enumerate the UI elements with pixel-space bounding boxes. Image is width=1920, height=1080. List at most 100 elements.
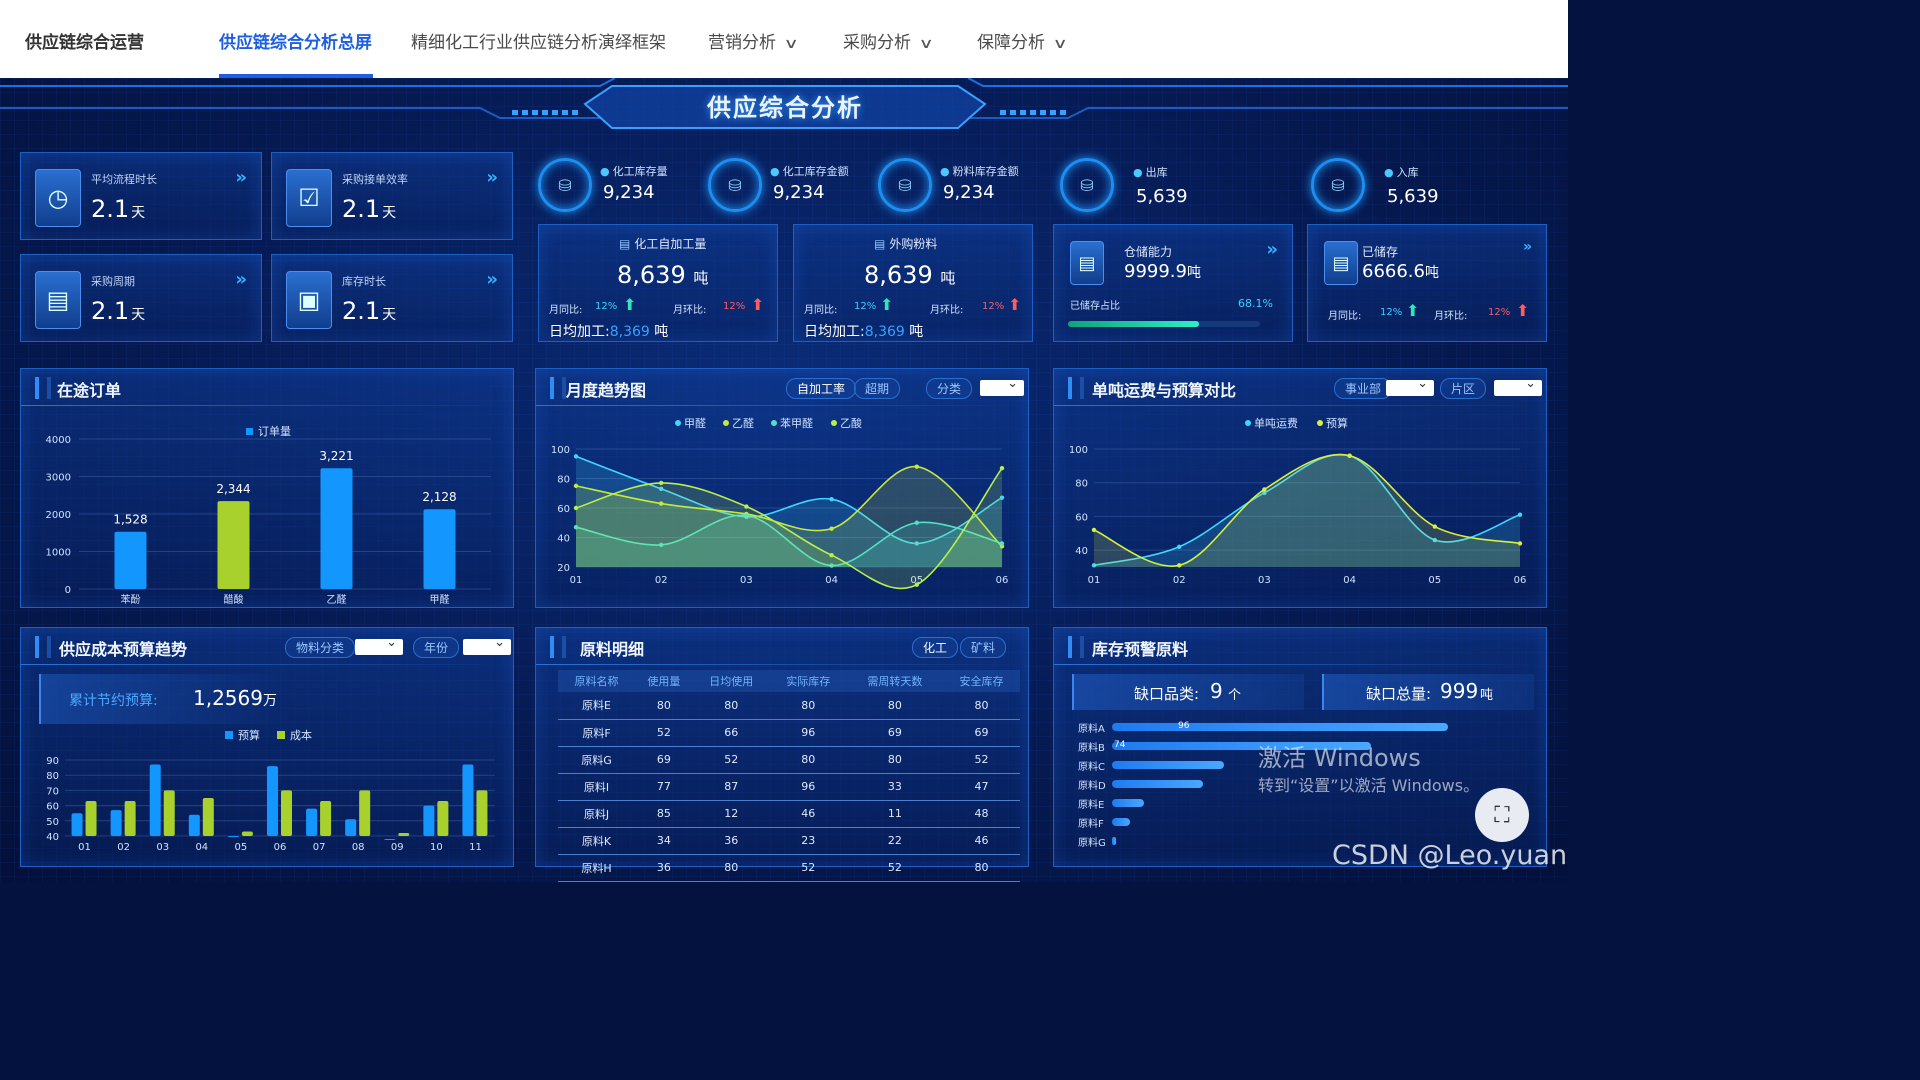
warning-bar-value: 74 (1114, 740, 1126, 750)
card-value: 8,639 吨 (864, 261, 955, 289)
stat-label-text: 出库 (1145, 166, 1168, 179)
toggle-mineral[interactable]: 矿料 (960, 637, 1007, 658)
kpi-unit: 天 (131, 205, 146, 221)
warning-bar[interactable]: 96 (1112, 721, 1448, 731)
table-row[interactable]: 原料I 77 87 96 33 47 (558, 773, 1020, 801)
orders-panel: 在途订单 订单量 0 1000 2000 3000 4000 1,528 苯酚 2,344 醋酸 3… (20, 368, 514, 608)
data-point (659, 486, 664, 492)
table-cell: 80 (769, 746, 847, 774)
double-chevron-right-icon[interactable]: » (235, 269, 247, 290)
stat-label-text: 化工库存金额 (782, 165, 849, 178)
material-class-select[interactable] (355, 635, 403, 655)
toggle-division[interactable]: 事业部 (1334, 378, 1393, 399)
table-row[interactable]: 原料F 52 66 96 69 69 (558, 719, 1020, 747)
table-cell: 80 (846, 746, 943, 774)
card-title: ▤ 外购粉料 (874, 235, 937, 252)
double-chevron-right-icon[interactable]: » (486, 269, 498, 290)
document-gear-icon: ▤ (1324, 241, 1358, 285)
toggle-year[interactable]: 年份 (413, 637, 460, 658)
section-divider (1054, 664, 1546, 665)
tab-overview[interactable]: 供应链综合分析总屏 (219, 33, 372, 53)
processing-card-purchased[interactable]: ▤ 外购粉料 8,639 吨 月同比: 12% ⬆ 月环比: 12% ⬆ 日均加工… (793, 224, 1033, 342)
table-row[interactable]: 原料G 69 52 80 80 52 (558, 746, 1020, 774)
y-tick-label: 70 (46, 786, 59, 797)
column-header[interactable]: 日均使用 (692, 670, 770, 692)
fullscreen-icon[interactable]: ⛶ (1475, 788, 1529, 842)
year-select[interactable] (463, 635, 511, 655)
data-point (659, 542, 664, 548)
column-header[interactable]: 使用量 (635, 670, 693, 692)
table-row[interactable]: 原料E 80 80 80 80 80 (558, 692, 1020, 720)
warning-bar-label: 原料A (1078, 724, 1105, 735)
series-area (1094, 454, 1520, 567)
x-tick-label: 02 (1173, 575, 1186, 586)
toggle-category[interactable]: 分类 (926, 378, 973, 399)
table-row[interactable]: 原料H 36 80 52 52 80 (558, 854, 1020, 882)
stat-value: 5,639 (1136, 186, 1188, 207)
x-tick-label: 06 (996, 575, 1009, 586)
data-point (1091, 563, 1097, 568)
stored-card[interactable]: ▤ 已储存 6666.6吨 » 月同比: 12% ⬆ 月环比: 12% ⬆ (1307, 224, 1547, 342)
double-chevron-right-icon[interactable]: » (1522, 239, 1532, 255)
kpi-card-avg-process[interactable]: ◷ 平均流程时长 2.1 天 » (20, 152, 262, 240)
table-cell: 80 (769, 692, 847, 720)
tab-support[interactable]: 保障分析 ∨ (977, 28, 1068, 53)
kpi-card-inventory-time[interactable]: ▣ 库存时长 2.1 天 » (271, 254, 513, 342)
warning-bar[interactable] (1112, 799, 1144, 807)
x-tick-label: 甲醛 (430, 593, 450, 605)
division-select[interactable] (1386, 376, 1434, 396)
warning-bar[interactable] (1112, 761, 1224, 769)
toggle-self-rate[interactable]: 自加工率 (786, 378, 857, 399)
kpi-card-order-efficiency[interactable]: ☑ 采购接单效率 2.1 天 » (271, 152, 513, 240)
tab-purchasing[interactable]: 采购分析 ∨ (843, 28, 934, 53)
region-select[interactable] (1494, 376, 1542, 396)
data-point (1347, 453, 1352, 458)
clipboard-check-icon: ☑ (286, 169, 332, 227)
kpi-card-purchase-cycle[interactable]: ▤ 采购周期 2.1 天 » (20, 254, 262, 342)
toggle-region[interactable]: 片区 (1440, 378, 1487, 399)
tab-marketing[interactable]: 营销分析 ∨ (708, 28, 799, 53)
toggle-chemical[interactable]: 化工 (912, 637, 959, 658)
column-header[interactable]: 安全库存 (943, 670, 1020, 692)
warning-bar[interactable]: 74 (1112, 740, 1371, 750)
storage-capacity-card[interactable]: ▤ 仓储能力 9999.9吨 » 已储存占比 68.1% (1053, 224, 1293, 342)
table-cell: 66 (692, 719, 770, 747)
warning-bar[interactable] (1112, 818, 1130, 826)
double-chevron-right-icon[interactable]: » (235, 167, 247, 188)
y-tick-label: 1000 (46, 548, 71, 559)
active-tab-underline (219, 74, 373, 78)
table-row[interactable]: 原料K 34 36 23 22 46 (558, 827, 1020, 855)
bar (241, 831, 253, 836)
bar (110, 810, 122, 836)
double-chevron-right-icon[interactable]: » (486, 167, 498, 188)
bar (398, 832, 410, 836)
savings-unit: 万 (263, 693, 277, 709)
x-tick-label: 01 (570, 575, 583, 586)
x-tick-label: 06 (274, 842, 287, 853)
column-header[interactable]: 需周转天数 (846, 670, 943, 692)
tab-framework[interactable]: 精细化工行业供应链分析演绎框架 (411, 33, 666, 53)
table-cell: 80 (692, 692, 770, 720)
warning-bar-label: 原料C (1078, 762, 1105, 773)
toggle-material-class[interactable]: 物料分类 (285, 637, 356, 658)
kpi-label: 平均流程时长 (91, 173, 157, 186)
section-marker (550, 636, 566, 658)
column-header[interactable]: 实际库存 (769, 670, 847, 692)
warning-bar[interactable] (1112, 837, 1116, 845)
processing-card-self[interactable]: ▤ 化工自加工量 8,639 吨 月同比: 12% ⬆ 月环比: 12% ⬆ 日均… (538, 224, 778, 342)
toggle-overdue[interactable]: 超期 (854, 378, 901, 399)
warning-bar[interactable] (1112, 780, 1203, 788)
category-select[interactable] (980, 376, 1024, 396)
double-chevron-right-icon[interactable]: » (1266, 239, 1278, 260)
qoq-value: 12% (723, 301, 746, 312)
table-row[interactable]: 原料J 85 12 46 11 48 (558, 800, 1020, 828)
qoq-label: 月环比: (930, 305, 964, 316)
stored-unit: 吨 (1424, 265, 1439, 281)
column-header[interactable]: 原料名称 (558, 670, 635, 692)
freight-chart: 单吨运费 预算 40 60 80 100 01 02 03 04 05 06 (1069, 416, 1526, 586)
card-title-text: 化工自加工量 (634, 237, 707, 251)
bar (163, 790, 175, 836)
bar (217, 501, 250, 589)
ratio-label: 已储存占比 (1070, 301, 1120, 312)
section-marker (1068, 636, 1084, 658)
